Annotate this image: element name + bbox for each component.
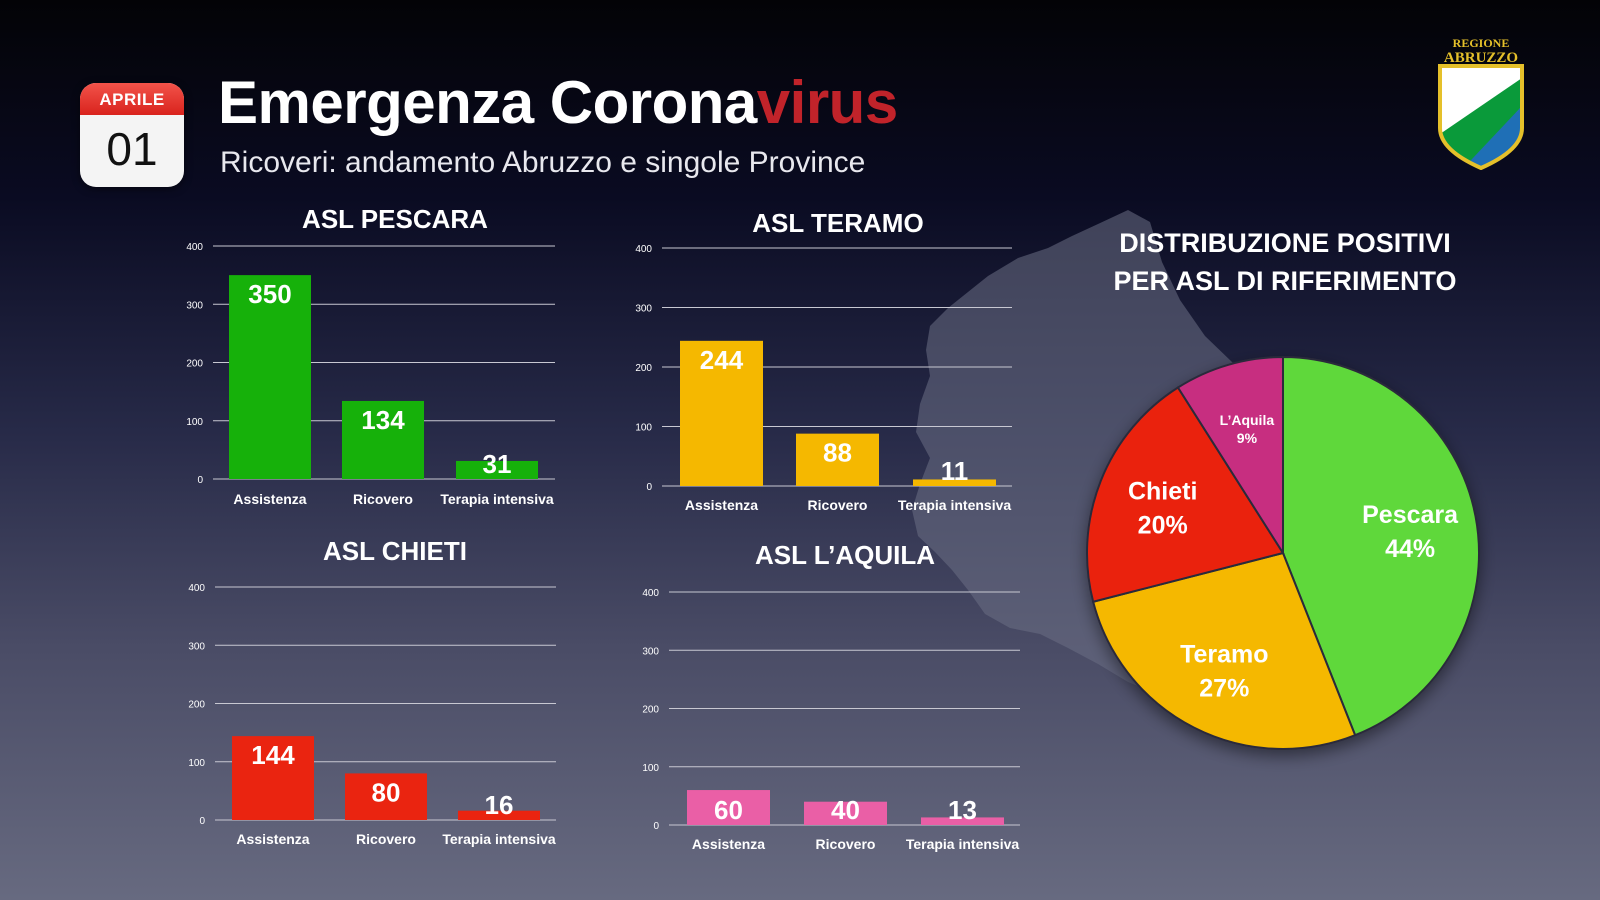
y-tick-label: 300 — [188, 641, 205, 652]
page-title: Emergenza Coronavirus — [218, 68, 898, 137]
bar-value-label: 11 — [941, 456, 969, 486]
bar-value-label: 244 — [700, 345, 744, 375]
bar-chart-chieti: ASL CHIETI 0 100 200 300 400 144 Assistenza 80 Ri… — [188, 536, 556, 847]
x-category-label: Assistenza — [685, 497, 758, 513]
bar-value-label: 31 — [483, 449, 512, 479]
y-tick-label: 200 — [188, 700, 205, 711]
pie-slice-label: Chieti — [1128, 477, 1197, 505]
title-accent-text: virus — [756, 69, 898, 136]
y-tick-label: 100 — [186, 417, 203, 428]
x-category-label: Ricovero — [356, 831, 416, 847]
bar-terapia-intensiva — [913, 479, 996, 486]
x-category-label: Ricovero — [808, 497, 868, 513]
x-category-label: Terapia intensiva — [442, 831, 556, 847]
pie-slice-pct: 44% — [1385, 535, 1435, 563]
x-category-label: Ricovero — [353, 491, 413, 507]
bar-value-label: 350 — [248, 279, 291, 309]
y-tick-label: 400 — [635, 244, 652, 255]
bar-value-label: 40 — [831, 795, 860, 825]
bar-value-label: 60 — [714, 795, 743, 825]
y-tick-label: 400 — [186, 242, 203, 253]
y-tick-label: 400 — [188, 583, 205, 594]
pie-title-line1: DISTRIBUZIONE POSITIVI — [1119, 228, 1451, 258]
y-tick-label: 300 — [635, 304, 652, 315]
pie-slice-laquila — [1176, 355, 1284, 557]
logo-text-line1: REGIONE — [1453, 36, 1510, 50]
chart-title: ASL L’AQUILA — [755, 540, 935, 570]
pie-slice-label: Pescara — [1362, 501, 1459, 529]
calendar-badge: APRILE 01 — [80, 83, 184, 187]
x-category-label: Assistenza — [236, 831, 309, 847]
bar-chart-laquila: ASL L’AQUILA 0 100 200 300 400 60 Assistenza 40 R… — [642, 540, 1020, 852]
pie-slice-pct: 9% — [1237, 430, 1258, 446]
y-tick-label: 0 — [199, 816, 205, 827]
bar-assistenza — [687, 790, 770, 825]
y-tick-label: 100 — [188, 758, 205, 769]
chart-title: ASL PESCARA — [302, 204, 488, 234]
calendar-month: APRILE — [80, 83, 184, 115]
bar-assistenza — [232, 736, 314, 820]
x-category-label: Assistenza — [233, 491, 306, 507]
y-tick-label: 0 — [646, 482, 652, 493]
bar-assistenza — [680, 340, 763, 486]
bar-terapia-intensiva — [921, 817, 1004, 825]
chart-title: ASL CHIETI — [323, 536, 467, 566]
pie-slice-pescara — [1282, 355, 1480, 737]
bar-value-label: 88 — [823, 438, 852, 468]
bar-terapia-intensiva — [458, 810, 540, 820]
y-tick-label: 200 — [635, 363, 652, 374]
bar-value-label: 144 — [251, 740, 295, 770]
y-tick-label: 300 — [642, 646, 659, 657]
pie-slice-label: L’Aquila — [1220, 412, 1275, 428]
pie-slice-chieti — [1086, 386, 1285, 603]
bar-ricovero — [796, 433, 879, 486]
pie-slice-teramo — [1091, 551, 1357, 750]
bar-value-label: 80 — [372, 777, 401, 807]
pie-slice-label: Teramo — [1180, 640, 1268, 668]
x-category-label: Terapia intensiva — [906, 836, 1020, 852]
pie-title-line2: PER ASL DI RIFERIMENTO — [1113, 266, 1457, 296]
y-tick-label: 100 — [642, 763, 659, 774]
pie-slices — [1086, 355, 1480, 750]
x-category-label: Assistenza — [692, 836, 765, 852]
bar-ricovero — [804, 801, 887, 825]
page-subtitle: Ricoveri: andamento Abruzzo e singole Pr… — [220, 146, 866, 179]
bar-assistenza — [229, 275, 311, 479]
y-tick-label: 0 — [197, 475, 203, 486]
regione-abruzzo-logo: REGIONE ABRUZZO — [1438, 36, 1524, 170]
x-category-label: Ricovero — [816, 836, 876, 852]
y-tick-label: 200 — [642, 705, 659, 716]
bar-value-label: 134 — [361, 405, 405, 435]
bar-chart-pescara: ASL PESCARA 0 100 200 300 400 350 Assistenza 134… — [186, 204, 555, 507]
bar-value-label: 13 — [948, 795, 977, 825]
y-tick-label: 100 — [635, 423, 652, 434]
title-main-text: Emergenza Corona — [218, 69, 757, 136]
bar-terapia-intensiva — [456, 460, 538, 479]
bar-chart-teramo: ASL TERAMO 0 100 200 300 400 244 Assistenza 88 Ri… — [635, 208, 1012, 513]
y-tick-label: 0 — [653, 821, 659, 832]
pie-slice-pct: 20% — [1138, 511, 1188, 539]
x-category-label: Terapia intensiva — [898, 497, 1012, 513]
chart-title: ASL TERAMO — [752, 208, 923, 238]
pie-chart-title: DISTRIBUZIONE POSITIVI PER ASL DI RIFERI… — [1090, 224, 1480, 300]
bar-value-label: 16 — [485, 790, 514, 820]
x-category-label: Terapia intensiva — [440, 491, 554, 507]
y-tick-label: 200 — [186, 359, 203, 370]
y-tick-label: 400 — [642, 588, 659, 599]
calendar-day: 01 — [106, 123, 158, 175]
logo-text-line2: ABRUZZO — [1444, 50, 1518, 66]
pie-slice-pct: 27% — [1199, 674, 1249, 702]
y-tick-label: 300 — [186, 300, 203, 311]
bar-ricovero — [345, 773, 427, 820]
bar-ricovero — [342, 400, 424, 479]
